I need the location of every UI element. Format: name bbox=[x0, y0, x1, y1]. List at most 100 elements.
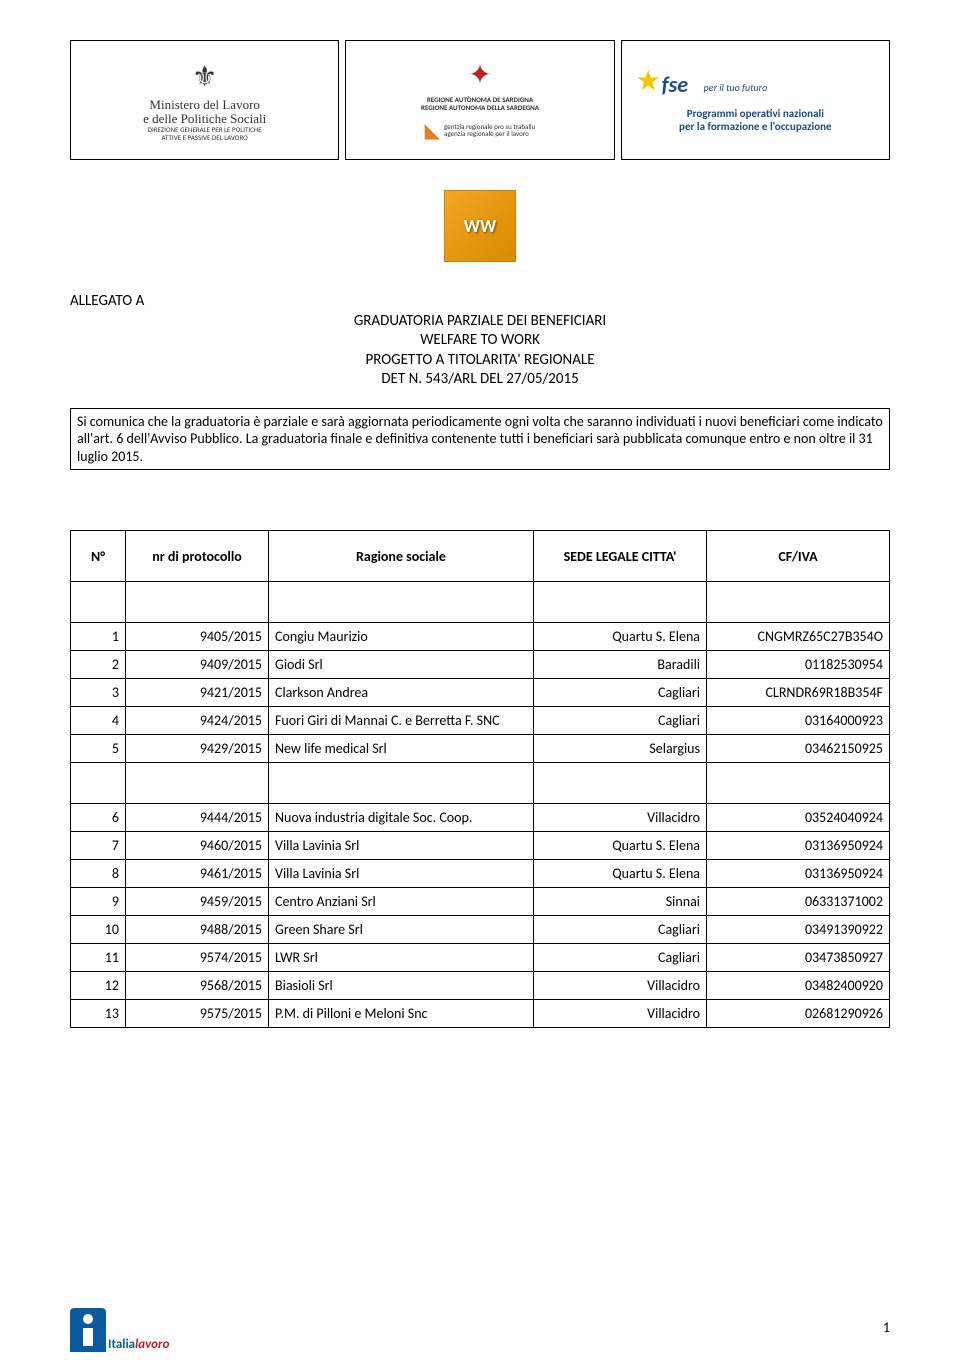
table-row: 59429/2015New life medical SrlSelargius0… bbox=[71, 735, 890, 763]
cell-n: 12 bbox=[71, 972, 126, 1000]
cell-n: 5 bbox=[71, 735, 126, 763]
cell-sede: Villacidro bbox=[534, 1000, 707, 1028]
ministero-line4: ATTIVE E PASSIVE DEL LAVORO bbox=[162, 134, 248, 142]
cell-sede: Villacidro bbox=[534, 972, 707, 1000]
title-block: ALLEGATO A GRADUATORIA PARZIALE DEI BENE… bbox=[70, 292, 890, 390]
cell-prot: 9444/2015 bbox=[126, 804, 269, 832]
cell-cf: 03136950924 bbox=[707, 860, 890, 888]
fse-line2: per la formazione e l'occupazione bbox=[679, 120, 832, 133]
ministero-line2: e delle Politiche Sociali bbox=[143, 112, 266, 126]
cell-rag: New life medical Srl bbox=[269, 735, 534, 763]
title-l3: WELFARE TO WORK bbox=[70, 331, 890, 351]
table-row: 109488/2015Green Share SrlCagliari034913… bbox=[71, 916, 890, 944]
cell-cf: 03491390922 bbox=[707, 916, 890, 944]
cell-cf: 02681290926 bbox=[707, 1000, 890, 1028]
table-row: 49424/2015Fuori Giri di Mannai C. e Berr… bbox=[71, 707, 890, 735]
notice-box: Si comunica che la graduatoria è parzial… bbox=[70, 408, 890, 471]
cell-n: 13 bbox=[71, 1000, 126, 1028]
table-header-row: N° nr di protocollo Ragione sociale SEDE… bbox=[71, 531, 890, 582]
table-row: 39421/2015Clarkson AndreaCagliariCLRNDR6… bbox=[71, 679, 890, 707]
table-row: 119574/2015LWR SrlCagliari03473850927 bbox=[71, 944, 890, 972]
cell-cf: 03136950924 bbox=[707, 832, 890, 860]
title-l2: GRADUATORIA PARZIALE DEI BENEFICIARI bbox=[70, 312, 890, 332]
footer-brand2: lavoro bbox=[135, 1337, 169, 1352]
cell-rag: P.M. di Pilloni e Meloni Snc bbox=[269, 1000, 534, 1028]
cell-cf: 01182530954 bbox=[707, 651, 890, 679]
cell-sede: Sinnai bbox=[534, 888, 707, 916]
cell-rag: Villa Lavinia Srl bbox=[269, 832, 534, 860]
cell-n: 6 bbox=[71, 804, 126, 832]
cell-rag: Congiu Maurizio bbox=[269, 623, 534, 651]
cell-cf: 03482400920 bbox=[707, 972, 890, 1000]
page-number: 1 bbox=[883, 1319, 890, 1336]
cell-rag: Biasioli Srl bbox=[269, 972, 534, 1000]
cell-prot: 9405/2015 bbox=[126, 623, 269, 651]
th-rag: Ragione sociale bbox=[269, 531, 534, 582]
cell-sede: Quartu S. Elena bbox=[534, 623, 707, 651]
table-row: 79460/2015Villa Lavinia SrlQuartu S. Ele… bbox=[71, 832, 890, 860]
cell-sede: Cagliari bbox=[534, 944, 707, 972]
cell-prot: 9424/2015 bbox=[126, 707, 269, 735]
cell-rag: Nuova industria digitale Soc. Coop. bbox=[269, 804, 534, 832]
footer-brand1: Italia bbox=[108, 1337, 135, 1352]
cell-sede: Quartu S. Elena bbox=[534, 860, 707, 888]
cell-rag: Villa Lavinia Srl bbox=[269, 860, 534, 888]
cell-sede: Cagliari bbox=[534, 679, 707, 707]
cell-sede: Selargius bbox=[534, 735, 707, 763]
beneficiary-table: N° nr di protocollo Ragione sociale SEDE… bbox=[70, 530, 890, 1028]
cell-rag: Giodi Srl bbox=[269, 651, 534, 679]
cell-prot: 9409/2015 bbox=[126, 651, 269, 679]
cell-cf: 03164000923 bbox=[707, 707, 890, 735]
th-n: N° bbox=[71, 531, 126, 582]
cell-prot: 9460/2015 bbox=[126, 832, 269, 860]
sardegna-icon: ✦ bbox=[468, 57, 491, 92]
cell-sede: Villacidro bbox=[534, 804, 707, 832]
ww-logo-text: WW bbox=[464, 215, 497, 237]
table-spacer bbox=[71, 763, 890, 804]
cell-n: 11 bbox=[71, 944, 126, 972]
table-row: 129568/2015Biasioli SrlVillacidro0348240… bbox=[71, 972, 890, 1000]
header-box-fse: fse per il tuo futuro Programmi operativ… bbox=[621, 40, 890, 160]
table-row: 139575/2015P.M. di Pilloni e Meloni SncV… bbox=[71, 1000, 890, 1028]
emblem-icon: ⚜ bbox=[192, 59, 217, 94]
th-sede: SEDE LEGALE CITTA' bbox=[534, 531, 707, 582]
ww-logo-box: WW bbox=[444, 190, 516, 262]
fse-line1: Programmi operativi nazionali bbox=[687, 107, 824, 120]
title-l4: PROGETTO A TITOLARITA' REGIONALE bbox=[70, 351, 890, 371]
cell-cf: CNGMRZ65C27B354O bbox=[707, 623, 890, 651]
cell-rag: Clarkson Andrea bbox=[269, 679, 534, 707]
cell-rag: Fuori Giri di Mannai C. e Berretta F. SN… bbox=[269, 707, 534, 735]
footer-brand: Italialavoro bbox=[108, 1337, 169, 1352]
cell-rag: Green Share Srl bbox=[269, 916, 534, 944]
ww-logo: WW bbox=[70, 190, 890, 262]
cell-rag: Centro Anziani Srl bbox=[269, 888, 534, 916]
table-body: 19405/2015Congiu MaurizioQuartu S. Elena… bbox=[71, 582, 890, 1028]
cell-prot: 9568/2015 bbox=[126, 972, 269, 1000]
fse-star-icon: fse per il tuo futuro bbox=[628, 67, 883, 107]
cell-sede: Cagliari bbox=[534, 707, 707, 735]
cell-cf: 06331371002 bbox=[707, 888, 890, 916]
cell-cf: 03524040924 bbox=[707, 804, 890, 832]
title-l5: DET N. 543/ARL DEL 27/05/2015 bbox=[70, 370, 890, 390]
cell-rag: LWR Srl bbox=[269, 944, 534, 972]
cell-prot: 9461/2015 bbox=[126, 860, 269, 888]
cell-prot: 9574/2015 bbox=[126, 944, 269, 972]
regione-line2: REGIONE AUTONOMA DELLA SARDEGNA bbox=[421, 104, 539, 112]
cell-n: 4 bbox=[71, 707, 126, 735]
header-box-regione: ✦ REGIONE AUTÒNOMA DE SARDIGNA REGIONE A… bbox=[345, 40, 614, 160]
cell-prot: 9421/2015 bbox=[126, 679, 269, 707]
table-row: 29409/2015Giodi SrlBaradili01182530954 bbox=[71, 651, 890, 679]
cell-prot: 9575/2015 bbox=[126, 1000, 269, 1028]
cell-cf: 03473850927 bbox=[707, 944, 890, 972]
triangle-icon: ◣ bbox=[425, 118, 440, 143]
cell-prot: 9459/2015 bbox=[126, 888, 269, 916]
footer-i-icon bbox=[70, 1308, 106, 1352]
cell-sede: Cagliari bbox=[534, 916, 707, 944]
title-l1: ALLEGATO A bbox=[70, 292, 890, 312]
table-row: 99459/2015Centro Anziani SrlSinnai063313… bbox=[71, 888, 890, 916]
cell-n: 7 bbox=[71, 832, 126, 860]
cell-n: 2 bbox=[71, 651, 126, 679]
th-prot: nr di protocollo bbox=[126, 531, 269, 582]
cell-n: 8 bbox=[71, 860, 126, 888]
regione-line4: agenzia regionale per il lavoro bbox=[444, 130, 535, 138]
